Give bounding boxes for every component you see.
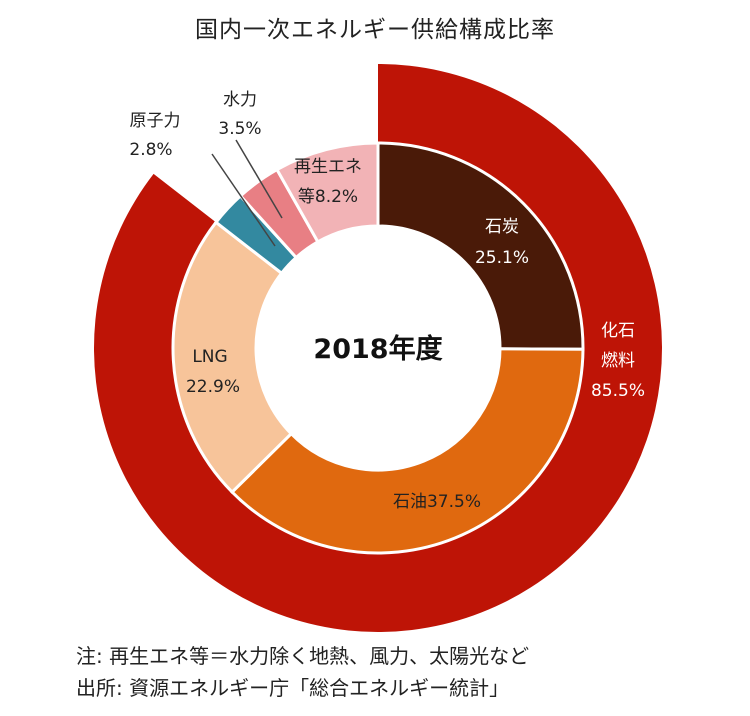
fossil-label-line2: 燃料 (601, 351, 635, 371)
inner-ring (171, 141, 585, 555)
leader-line-nuclear (211, 153, 276, 247)
renewables-label-line1: 再生エネ (294, 157, 362, 177)
hydro-value-label: 3.5% (218, 119, 261, 139)
coal-value-label: 25.1% (475, 248, 529, 268)
leader-line-hydro (235, 139, 283, 219)
center-year-label: 2018年度 (313, 333, 442, 365)
oil-label: 石油37.5% (393, 492, 481, 512)
lng-value-label: 22.9% (186, 377, 240, 397)
hydro-label: 水力 (223, 90, 257, 110)
leader-lines (211, 139, 283, 247)
fossil-value-label: 85.5% (591, 381, 645, 401)
coal-label: 石炭 (485, 217, 519, 237)
nuclear-label: 原子力 (130, 111, 181, 131)
slice-renewables (274, 141, 380, 244)
renewables-label-line2: 等8.2% (298, 187, 358, 207)
chart-title: 国内一次エネルギー供給構成比率 (195, 17, 555, 43)
nuclear-value-label: 2.8% (129, 140, 172, 160)
footnote-source: 出所: 資源エネルギー庁「総合エネルギー統計」 (76, 676, 510, 700)
footnote-definition: 注: 再生エネ等＝水力除く地熱、風力、太陽光など (76, 644, 530, 668)
slice-coal (376, 141, 585, 351)
fossil-label-line1: 化石 (601, 321, 635, 341)
slice-oil (230, 347, 585, 555)
slice-lng (171, 220, 294, 495)
labels: 石炭 25.1% 石油37.5% LNG 22.9% 原子力 2.8% 水力 3… (129, 90, 645, 512)
lng-label: LNG (192, 347, 227, 367)
